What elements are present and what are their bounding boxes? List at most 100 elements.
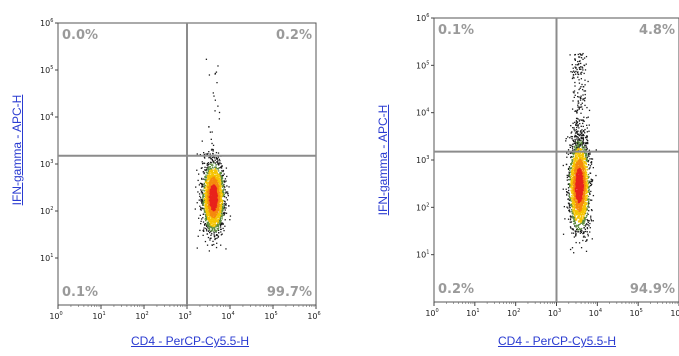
event-dot — [214, 192, 216, 195]
event-dot — [203, 227, 205, 229]
event-dot — [216, 228, 218, 230]
event-dot — [220, 182, 222, 184]
event-dot — [568, 203, 570, 205]
event-dot — [574, 134, 576, 137]
event-dot — [219, 167, 221, 169]
event-dot — [206, 180, 208, 182]
event-dot — [199, 153, 202, 156]
event-dot — [205, 198, 208, 200]
event-dot — [581, 83, 583, 86]
event-dot — [586, 180, 588, 182]
event-dot — [206, 212, 208, 214]
event-dot — [586, 239, 588, 241]
event-dot — [205, 180, 207, 183]
event-dot — [203, 224, 206, 226]
event-dot — [205, 176, 207, 179]
event-dot — [565, 188, 567, 190]
event-dot — [574, 169, 576, 171]
event-dot — [201, 184, 203, 186]
event-dot — [218, 195, 221, 198]
event-dot — [205, 200, 207, 202]
event-dot — [207, 218, 210, 221]
event-dot — [575, 141, 578, 144]
event-dot — [569, 137, 571, 139]
event-dot — [585, 157, 587, 159]
event-dot — [221, 186, 224, 188]
event-dot — [572, 162, 574, 165]
event-dot — [208, 168, 211, 170]
event-dot — [571, 183, 573, 185]
event-dot — [588, 186, 590, 188]
event-dot — [196, 247, 198, 249]
event-dot — [215, 230, 217, 232]
event-dot — [218, 174, 220, 176]
event-dot — [212, 175, 215, 177]
event-dot — [202, 194, 205, 196]
event-dot — [220, 175, 223, 178]
event-dot — [207, 165, 209, 167]
event-dot — [577, 144, 579, 146]
event-dot — [214, 203, 217, 206]
x-tick-label: 106 — [670, 308, 679, 318]
event-dot — [570, 203, 572, 205]
event-dot — [219, 205, 221, 207]
event-dot — [590, 184, 592, 187]
event-dot — [209, 181, 211, 183]
event-dot — [577, 205, 579, 207]
event-dot — [212, 184, 215, 186]
event-dot — [207, 202, 209, 205]
event-dot — [566, 179, 568, 181]
event-dot — [575, 67, 577, 69]
event-dot — [213, 198, 215, 200]
event-dot — [216, 193, 219, 195]
event-dot — [577, 136, 579, 139]
event-dot — [210, 198, 212, 200]
event-dot — [574, 147, 576, 149]
event-dot — [579, 53, 581, 55]
event-dot — [570, 185, 572, 187]
x-tick-label: 103 — [178, 311, 191, 321]
event-dot — [577, 146, 579, 148]
event-dot — [206, 244, 209, 246]
event-dot — [567, 207, 569, 209]
event-dot — [209, 170, 212, 172]
event-dot — [214, 228, 216, 230]
event-dot — [569, 199, 572, 201]
event-dot — [216, 161, 218, 163]
event-dot — [213, 231, 215, 234]
event-dot — [209, 224, 211, 226]
event-dot — [586, 215, 588, 217]
event-dot — [209, 201, 211, 203]
event-dot — [575, 132, 577, 134]
event-dot — [209, 218, 212, 220]
event-dot — [575, 70, 577, 73]
event-dot — [589, 167, 591, 169]
event-dot — [201, 161, 203, 163]
event-dot — [200, 209, 202, 211]
event-dot — [573, 208, 575, 210]
event-dot — [208, 180, 210, 182]
event-dot — [581, 191, 584, 194]
event-dot — [569, 207, 571, 209]
event-dot — [575, 234, 577, 236]
event-dot — [579, 220, 581, 222]
event-dot — [208, 205, 211, 208]
event-dot — [207, 163, 209, 166]
event-dot — [590, 220, 593, 222]
event-dot — [220, 196, 223, 198]
event-dot — [573, 194, 575, 196]
event-dot — [213, 225, 216, 228]
event-dot — [206, 207, 209, 209]
event-dot — [581, 196, 584, 199]
x-tick-label: 104 — [221, 311, 234, 321]
event-dot — [204, 166, 206, 169]
event-dot — [221, 233, 223, 235]
event-dot — [215, 193, 217, 195]
event-dot — [222, 169, 225, 172]
event-dot — [217, 160, 219, 162]
event-dot — [202, 193, 204, 195]
event-dot — [226, 191, 229, 193]
event-dot — [576, 68, 578, 71]
event-dot — [578, 152, 580, 155]
event-dot — [206, 153, 209, 156]
